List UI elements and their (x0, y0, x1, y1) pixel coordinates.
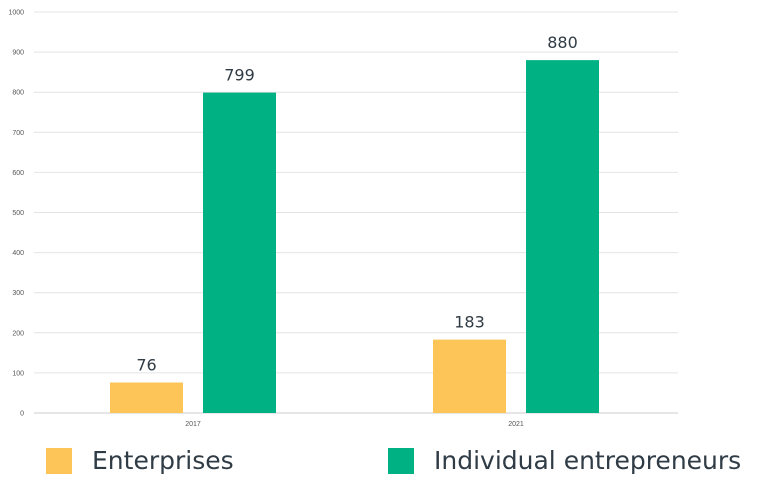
y-tick-label: 200 (12, 330, 24, 337)
legend-label-enterprises: Enterprises (92, 446, 234, 475)
y-tick-label: 900 (12, 50, 24, 57)
y-tick-label: 700 (12, 130, 24, 137)
legend-swatch-individual-entrepreneurs (388, 447, 414, 474)
legend-label-individual-entrepreneurs: Individual entrepreneurs (434, 446, 742, 475)
x-tick-label: 2021 (508, 421, 524, 428)
bar-individual-entrepreneurs-2017 (203, 92, 276, 413)
y-tick-label: 600 (12, 170, 24, 177)
y-tick-label: 100 (12, 370, 24, 377)
x-axis-tick-labels: 2017 2021 (185, 421, 524, 428)
bar-enterprises-2021 (433, 339, 506, 413)
data-label-individual-entrepreneurs-2021: 880 (547, 33, 578, 52)
y-tick-label: 1000 (8, 10, 24, 17)
legend: Enterprises Individual entrepreneurs (0, 446, 774, 482)
y-tick-label: 500 (12, 210, 24, 217)
gridlines (34, 11, 678, 414)
data-label-individual-entrepreneurs-2017: 799 (224, 66, 255, 85)
legend-swatch-enterprises (46, 447, 72, 474)
legend-item-individual-entrepreneurs: Individual entrepreneurs (388, 446, 741, 475)
y-tick-label: 400 (12, 250, 24, 257)
y-tick-label: 300 (12, 290, 24, 297)
data-labels: 76 799 183 880 (136, 33, 577, 374)
legend-item-enterprises: Enterprises (46, 446, 234, 475)
data-label-enterprises-2017: 76 (136, 356, 156, 375)
bar-individual-entrepreneurs-2021 (526, 60, 599, 414)
y-axis-tick-labels: 0 100 200 300 400 500 600 700 800 900 1000 (8, 10, 24, 418)
bars (110, 60, 599, 414)
x-tick-label: 2017 (185, 421, 201, 428)
bar-enterprises-2017 (110, 382, 183, 413)
y-tick-label: 0 (20, 411, 24, 418)
y-tick-label: 800 (12, 90, 24, 97)
data-label-enterprises-2021: 183 (454, 313, 485, 332)
